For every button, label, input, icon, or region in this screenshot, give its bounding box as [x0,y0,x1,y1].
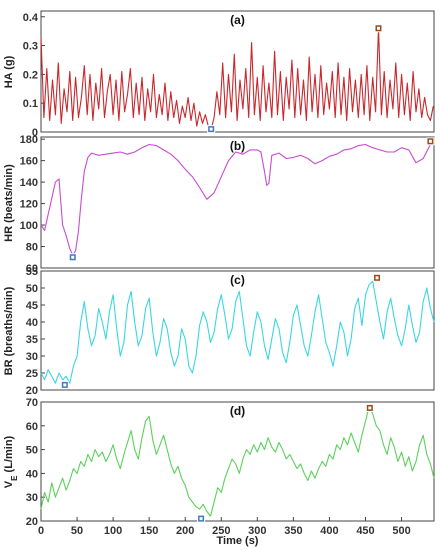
min-marker-center [199,517,203,521]
x-tick-label: 450 [356,525,374,537]
y-tick-label: 60 [26,421,38,433]
y-tick-label: 0.1 [23,98,38,110]
x-tick-label: 0 [38,525,44,537]
y-tick-label: 80 [26,242,38,254]
panel-label: (b) [230,139,245,153]
y-tick-label: 50 [26,445,38,457]
y-tick-label: 100 [20,220,38,232]
y-axis-label: VE (L/min) [3,435,19,488]
y-tick-label: 30 [26,492,38,504]
y-tick-label: 120 [20,199,38,211]
y-tick-label: 40 [26,317,38,329]
series-line [40,140,435,256]
y-axis-label: HA (g) [3,55,15,88]
y-tick-label: 160 [20,156,38,168]
plot-frame [40,136,435,269]
x-tick-label: 250 [212,525,230,537]
y-tick-label: 45 [26,300,38,312]
y-tick-label: 20 [26,385,38,397]
max-marker-center [428,139,432,143]
y-tick-label: 55 [26,266,38,278]
panel-label: (c) [230,273,245,287]
min-marker-center [209,127,213,131]
plot-frame [40,401,435,522]
x-tick-label: 50 [71,525,83,537]
y-tick-label: 0 [32,127,38,139]
y-tick-label: 25 [26,368,38,380]
y-axis-label: BR (breaths/min) [3,286,15,375]
x-tick-label: 100 [104,525,122,537]
y-tick-label: 140 [20,177,38,189]
x-tick-label: 350 [284,525,302,537]
panel-1: 0 0.1 0.2 0.3 0.4 HA (g) (a) [3,10,435,139]
y-tick-label: 70 [26,397,38,409]
min-marker-center [71,255,75,259]
panel-4: 20 30 40 50 60 70 0 50 100 150 200 250 300 350 400 450 5… [3,397,435,547]
series-line [40,27,434,130]
x-tick-label: 300 [248,525,266,537]
panel-label: (a) [230,13,245,27]
y-axis-label: HR (beats/min) [3,164,15,242]
series-line [40,406,435,517]
x-tick-label: 500 [392,525,410,537]
panel-3: 20 25 30 35 40 45 50 55 BR (breaths/min) (c) [3,266,435,397]
x-tick-label: 150 [140,525,158,537]
plot-frame [40,10,435,133]
x-tick-label: 400 [320,525,338,537]
y-tick-label: 30 [26,351,38,363]
y-tick-label: 20 [26,516,38,528]
y-tick-label: 40 [26,468,38,480]
y-tick-label: 35 [26,334,38,346]
y-tick-label: 0.3 [23,41,38,53]
x-axis-label: Time (s) [217,535,259,547]
y-tick-label: 0.4 [23,12,39,24]
max-marker-center [376,26,380,30]
y-tick-label: 180 [20,134,38,146]
y-tick-label: 60 [26,263,38,275]
y-tick-label: 0.2 [23,69,38,81]
plot-frame [40,270,435,391]
max-marker-center [375,276,379,280]
max-marker-center [368,406,372,410]
panel-label: (d) [230,404,245,418]
panel-2: 60 80 100 120 140 160 180 HR (beats/min) (b) [3,134,435,275]
y-tick-label: 50 [26,283,38,295]
x-tick-label: 200 [176,525,194,537]
series-line [40,280,435,384]
min-marker-center [63,383,67,387]
